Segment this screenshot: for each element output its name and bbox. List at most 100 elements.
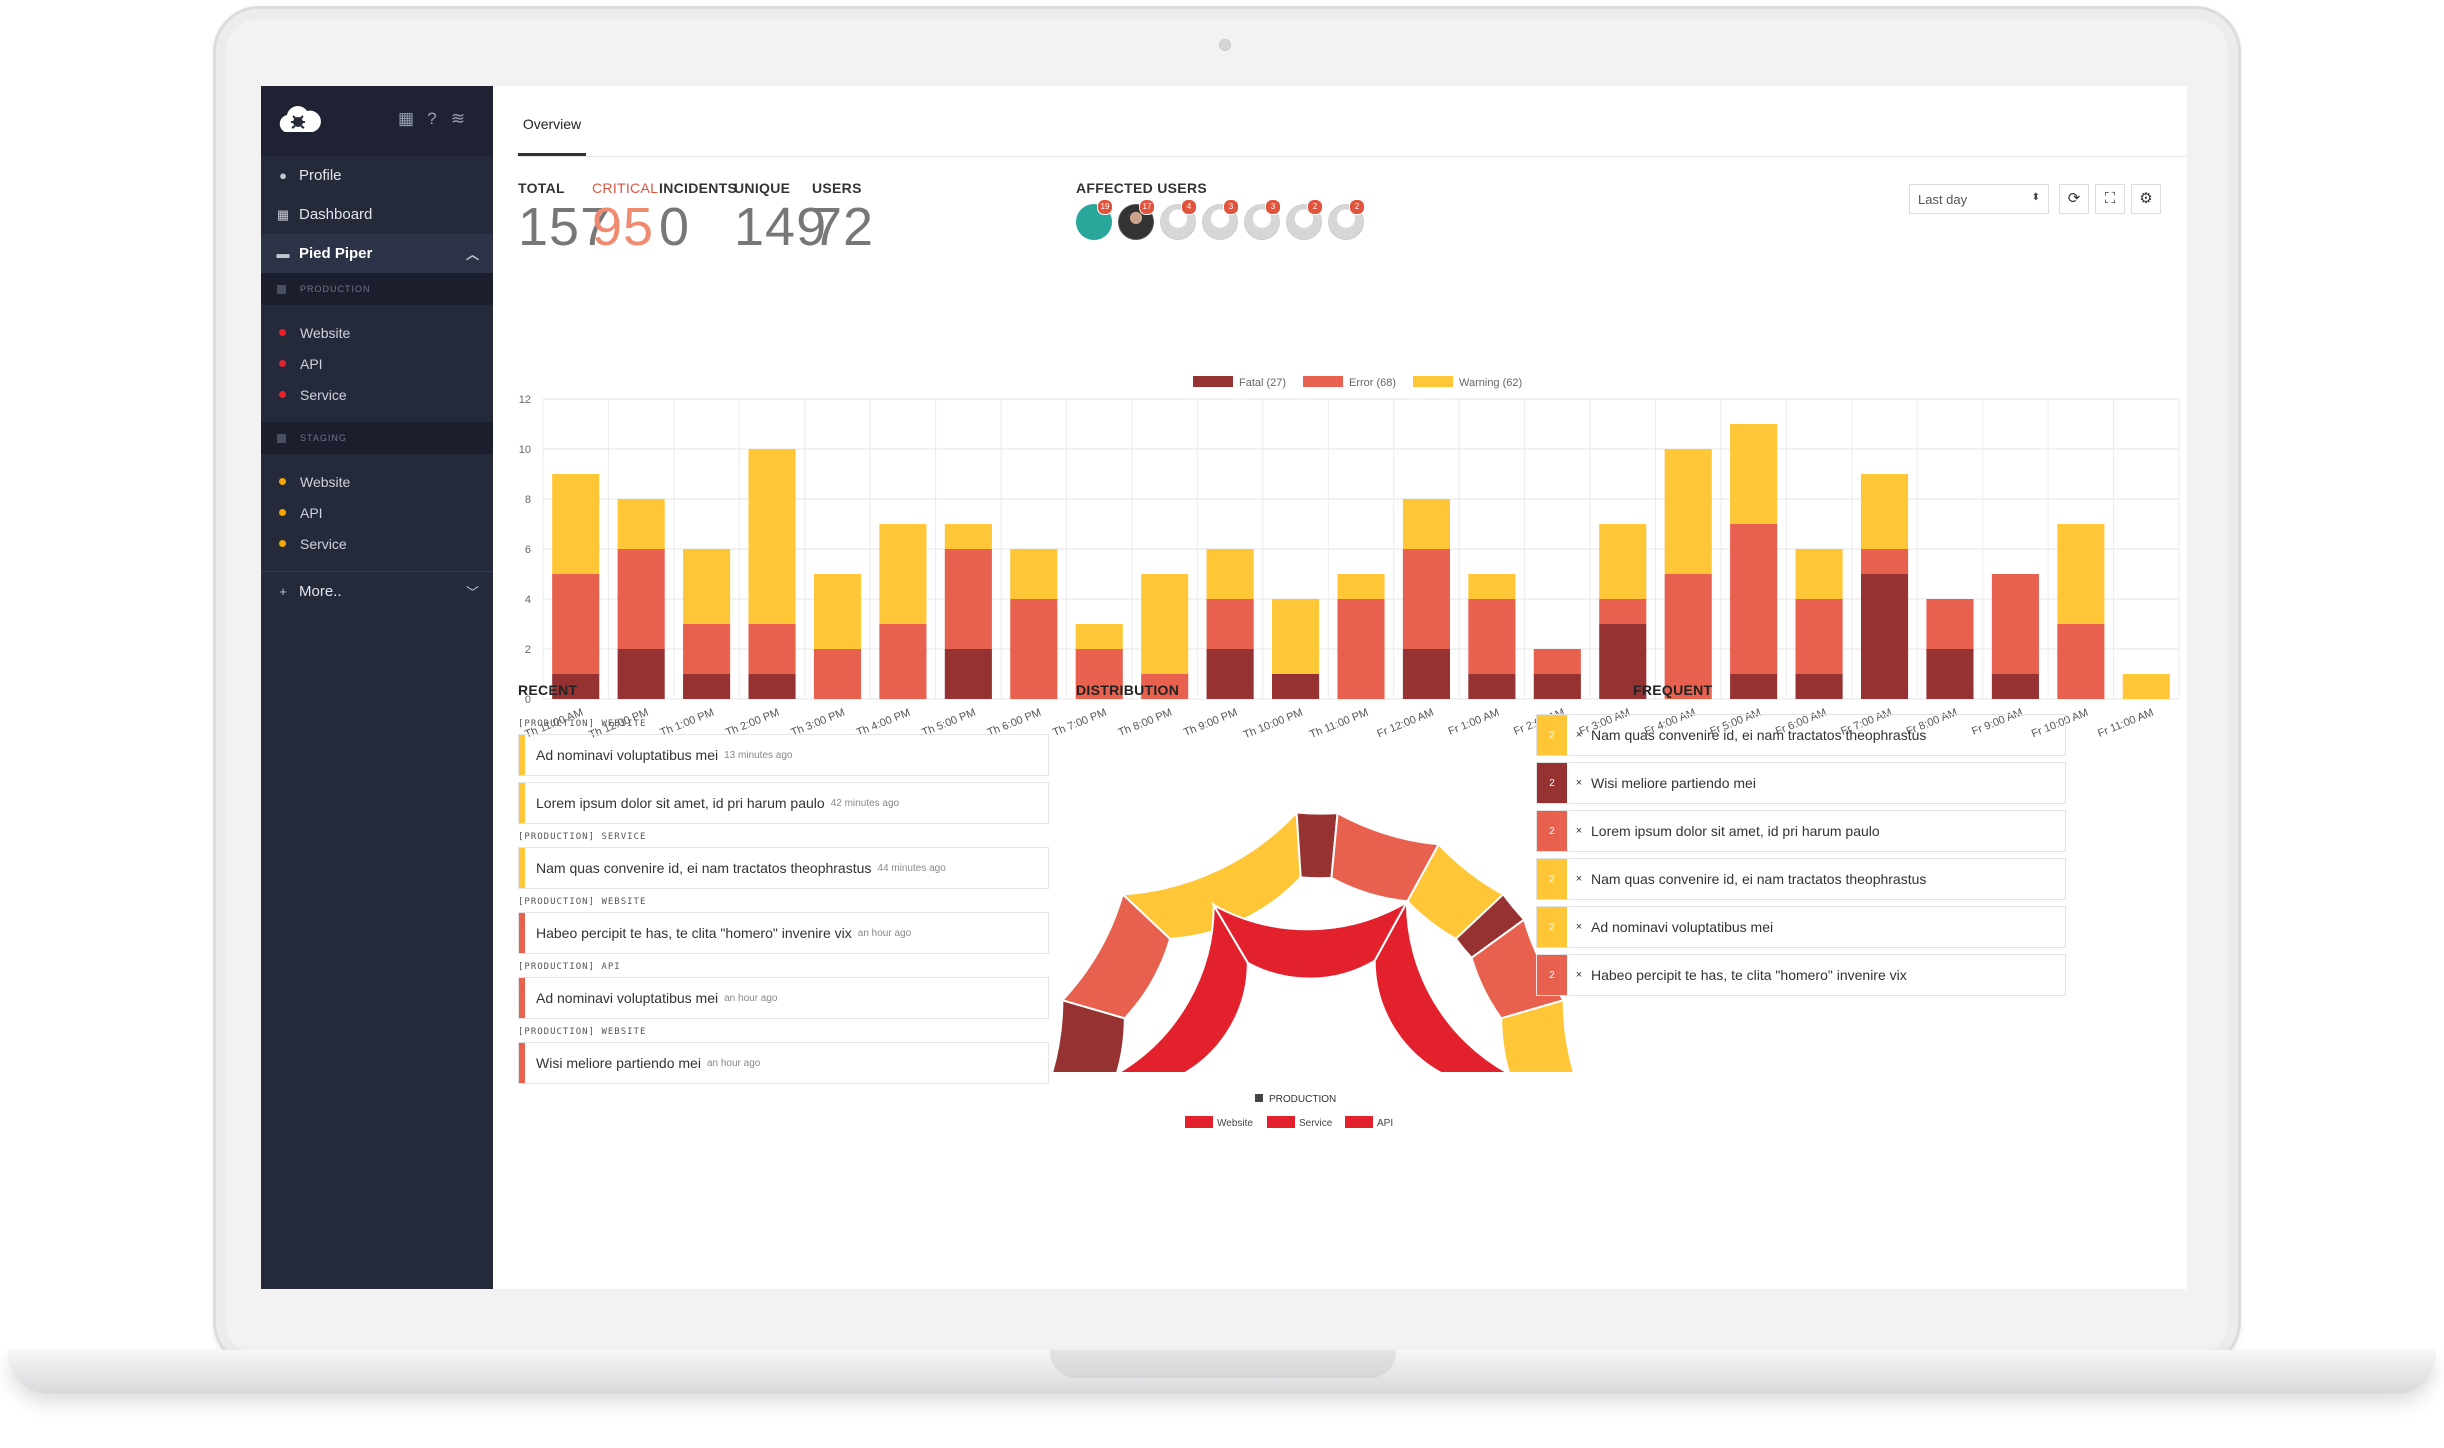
recent-item[interactable]: Wisi meliore partiendo mei an hour ago (518, 1042, 1049, 1084)
status-dot-icon (279, 540, 286, 547)
chart-legend: Fatal (27) Error (68) Warning (62) (1193, 376, 1522, 389)
avatar[interactable]: 17 (1118, 199, 1155, 240)
bar-segment (2057, 524, 2105, 624)
frequent-item-text: Habeo percipit te has, te clita "homero"… (1591, 967, 1907, 983)
avatar[interactable]: 3 (1244, 199, 1281, 240)
bar-segment (1860, 549, 1909, 574)
frequent-title: FREQUENT (1633, 682, 1713, 698)
y-tick-label: 2 (525, 644, 531, 656)
group-icon (277, 433, 286, 443)
close-icon[interactable]: × (1575, 921, 1583, 933)
sidebar-subitem-production-website[interactable]: Website (261, 317, 493, 348)
chevron-down-icon[interactable]: ﹀ (465, 585, 479, 600)
y-tick-label: 4 (525, 594, 531, 606)
recent-item[interactable]: Habeo percipit te has, te clita "homero"… (518, 912, 1049, 954)
level-bar (519, 1043, 525, 1083)
legend-swatch (1413, 376, 1453, 387)
avatar[interactable]: 2 (1328, 199, 1365, 240)
sliders-icon[interactable]: ≋ (450, 109, 466, 128)
subitem-label: Service (300, 386, 347, 403)
frequent-item[interactable]: 2 × Lorem ipsum dolor sit amet, id pri h… (1536, 810, 2066, 852)
close-icon[interactable]: × (1575, 873, 1583, 885)
bar-segment (683, 549, 731, 624)
bar-segment (944, 649, 992, 699)
group-icon (277, 284, 286, 294)
bar-segment (683, 674, 731, 699)
inner-slice (1373, 901, 1509, 1074)
gift-icon[interactable]: ▦ (397, 109, 415, 128)
stat-unique: UNIQUE 149 (734, 180, 827, 254)
frequent-item[interactable]: 2 × Ad nominavi voluptatibus mei (1536, 906, 2066, 948)
recent-group-label: [PRODUCTION] WEBSITE (518, 1027, 647, 1037)
subitem-label: Service (300, 535, 347, 552)
bar-segment (1730, 674, 1778, 699)
laptop-notch (1050, 1350, 1396, 1378)
count-badge: 2 (1349, 199, 1365, 215)
bar-segment (1010, 549, 1058, 599)
stat-affected-users: AFFECTED USERS (1076, 180, 1207, 196)
close-icon[interactable]: × (1575, 969, 1583, 981)
legend-swatch (1193, 376, 1233, 387)
bar-segment (617, 649, 665, 699)
time-range-select[interactable]: Last day ⬍ (1909, 184, 2049, 214)
refresh-button[interactable]: ⟳ (2059, 184, 2089, 214)
bar-segment (552, 574, 600, 674)
sidebar-item-dashboard[interactable]: ▦ Dashboard (261, 195, 493, 234)
recent-item[interactable]: Lorem ipsum dolor sit amet, id pri harum… (518, 782, 1049, 824)
count-badge: 2 (1537, 907, 1567, 947)
frequent-item-text: Wisi meliore partiendo mei (1591, 775, 1756, 791)
bar-segment (1337, 574, 1385, 599)
recent-item-text: Ad nominavi voluptatibus mei (536, 990, 719, 1006)
tab-overview[interactable]: Overview (518, 86, 586, 156)
avatar[interactable]: 3 (1202, 199, 1239, 240)
sidebar-group-production: PRODUCTION (261, 273, 493, 305)
count-badge: 2 (1537, 763, 1567, 803)
settings-button[interactable]: ⚙ (2131, 184, 2161, 214)
sidebar-item-more[interactable]: + More.. ﹀ (261, 571, 493, 611)
status-dot-icon (279, 329, 286, 336)
stat-label: UNIQUE (734, 180, 791, 196)
frequent-item[interactable]: 2 × Wisi meliore partiendo mei (1536, 762, 2066, 804)
sidebar-subitem-production-service[interactable]: Service (261, 379, 493, 410)
sidebar-subitem-production-api[interactable]: API (261, 348, 493, 379)
sidebar-subitem-staging-website[interactable]: Website (261, 466, 493, 497)
legend-label: Service (1299, 1118, 1333, 1129)
sidebar-subitem-staging-service[interactable]: Service (261, 528, 493, 559)
bar-segment (944, 549, 992, 649)
recent-item-time: an hour ago (857, 927, 912, 939)
avatar[interactable]: 2 (1286, 199, 1323, 240)
avatar[interactable]: 4 (1160, 199, 1197, 240)
frequent-item[interactable]: 2 × Nam quas convenire id, ei nam tracta… (1536, 858, 2066, 900)
sidebar-item-pied-piper[interactable]: ▬ Pied Piper ︿ (261, 234, 493, 273)
frequent-item[interactable]: 2 × Habeo percipit te has, te clita "hom… (1536, 954, 2066, 996)
close-icon[interactable]: × (1575, 777, 1583, 789)
outer-slice (1500, 998, 1576, 1074)
help-icon[interactable]: ? (427, 109, 437, 128)
recent-item[interactable]: Nam quas convenire id, ei nam tractatos … (518, 847, 1049, 889)
stat-value: 149 (734, 197, 828, 257)
avatar[interactable]: 19 (1076, 199, 1113, 240)
status-dot-icon (279, 360, 286, 367)
user-icon: ● (279, 168, 287, 183)
frequent-item-text: Ad nominavi voluptatibus mei (1591, 919, 1774, 935)
recent-item-time: an hour ago (706, 1057, 761, 1069)
frequent-item[interactable]: 2 × Nam quas convenire id, ei nam tracta… (1536, 714, 2066, 756)
sidebar-subitem-staging-api[interactable]: API (261, 497, 493, 528)
bar-segment (1730, 524, 1778, 674)
recent-list: [PRODUCTION] WEBSITE Ad nominavi volupta… (518, 714, 1049, 1090)
chevron-up-icon[interactable]: ︿ (465, 247, 479, 262)
recent-item[interactable]: Ad nominavi voluptatibus mei 13 minutes … (518, 734, 1049, 776)
distribution-chart: PRODUCTION Website Service API (1050, 810, 1576, 1129)
recent-item-time: 13 minutes ago (724, 749, 793, 761)
bug-cloud-logo-icon[interactable] (275, 100, 321, 140)
sidebar-item-profile[interactable]: ● Profile (261, 156, 493, 195)
fullscreen-button[interactable]: ⛶ (2095, 184, 2125, 214)
recent-item[interactable]: Ad nominavi voluptatibus mei an hour ago (518, 977, 1049, 1019)
bar-segment (1926, 599, 1974, 649)
bar-segment (1206, 649, 1254, 699)
close-icon[interactable]: × (1575, 825, 1583, 837)
bar-segment (879, 624, 927, 699)
select-arrows-icon: ⬍ (2031, 192, 2040, 203)
sidebar-header: ▦ ? ≋ (261, 86, 493, 156)
close-icon[interactable]: × (1575, 729, 1583, 741)
